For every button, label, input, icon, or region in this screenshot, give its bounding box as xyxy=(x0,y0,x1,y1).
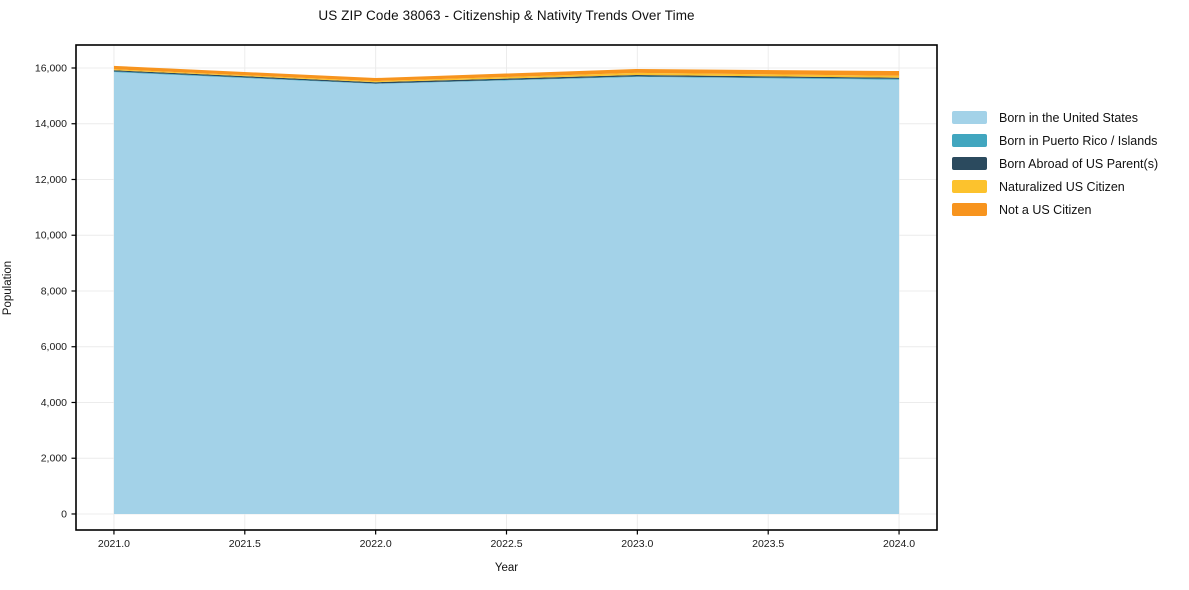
legend-swatch xyxy=(952,157,987,170)
legend-label: Born in the United States xyxy=(999,110,1138,125)
y-tick-label: 4,000 xyxy=(41,397,67,409)
area-series xyxy=(113,65,900,82)
x-tick-label: 2021.0 xyxy=(98,538,130,550)
legend-swatch xyxy=(952,134,987,147)
legend-item: Born Abroad of US Parent(s) xyxy=(952,152,1158,175)
y-axis-label: Population xyxy=(2,260,14,316)
area-series xyxy=(113,70,900,84)
y-tick-label: 0 xyxy=(61,508,67,520)
x-tick-label: 2023.0 xyxy=(621,538,653,550)
legend-swatch xyxy=(952,180,987,193)
y-tick-label: 12,000 xyxy=(35,174,67,186)
legend-item: Born in the United States xyxy=(952,106,1158,129)
y-tick-label: 14,000 xyxy=(35,118,67,130)
y-tick-label: 8,000 xyxy=(41,285,67,297)
legend-item: Not a US Citizen xyxy=(952,198,1158,221)
x-tick-label: 2024.0 xyxy=(883,538,915,550)
chart-title: US ZIP Code 38063 - Citizenship & Nativi… xyxy=(318,8,695,23)
legend-label: Not a US Citizen xyxy=(999,202,1092,217)
legend-item: Born in Puerto Rico / Islands xyxy=(952,129,1158,152)
legend-item: Naturalized US Citizen xyxy=(952,175,1158,198)
y-tick-label: 10,000 xyxy=(35,230,67,242)
area-series xyxy=(113,72,900,514)
area-series xyxy=(113,69,900,83)
area-series xyxy=(113,71,900,84)
y-tick-label: 16,000 xyxy=(35,62,67,74)
y-tick-label: 2,000 xyxy=(41,453,67,465)
legend-label: Born in Puerto Rico / Islands xyxy=(999,133,1158,148)
legend-label: Born Abroad of US Parent(s) xyxy=(999,156,1159,171)
y-tick-label: 6,000 xyxy=(41,341,67,353)
legend-label: Naturalized US Citizen xyxy=(999,179,1125,194)
legend-swatch xyxy=(952,111,987,124)
legend-swatch xyxy=(952,203,987,216)
x-tick-label: 2022.0 xyxy=(360,538,392,550)
legend: Born in the United States Born in Puerto … xyxy=(952,106,1158,221)
x-tick-label: 2021.5 xyxy=(229,538,261,550)
x-tick-label: 2023.5 xyxy=(752,538,784,550)
x-tick-label: 2022.5 xyxy=(490,538,522,550)
x-axis-label: Year xyxy=(494,562,519,574)
